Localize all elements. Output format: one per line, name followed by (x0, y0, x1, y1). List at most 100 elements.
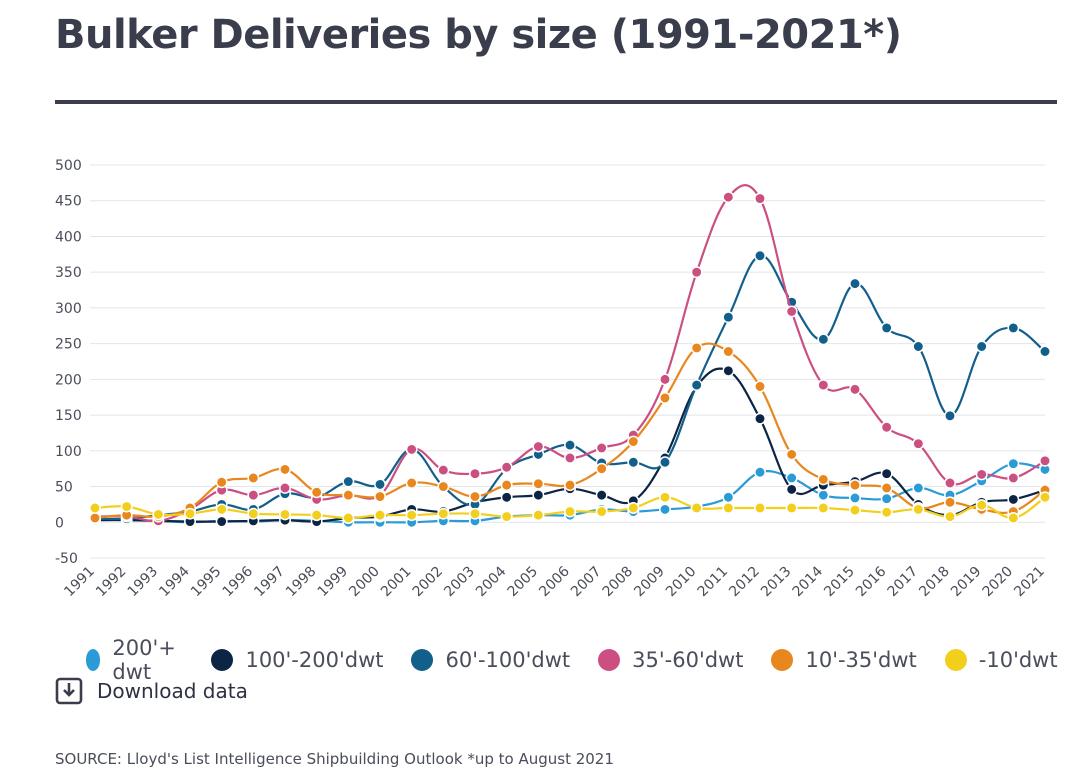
data-point (754, 192, 766, 205)
x-tick-label: 2012 (726, 564, 763, 601)
legend-swatch (86, 649, 101, 671)
series-10-35-dwt (89, 341, 1051, 524)
data-point (722, 311, 735, 324)
data-point (722, 364, 735, 377)
data-point (342, 489, 355, 502)
data-point (405, 477, 418, 489)
chart-title: Bulker Deliveries by size (1991-2021*) (55, 12, 902, 58)
x-tick-label: 1993 (125, 564, 162, 601)
x-tick-label: 2015 (821, 564, 858, 601)
series-35-60-dwt (89, 184, 1051, 527)
data-point (659, 373, 671, 386)
data-point (817, 502, 830, 514)
x-tick-label: 2002 (410, 564, 447, 601)
data-point (437, 480, 450, 493)
data-point (310, 509, 323, 522)
x-tick-label: 1998 (283, 564, 320, 601)
download-data-button[interactable]: Download data (55, 677, 248, 705)
data-point (215, 503, 228, 516)
x-tick-label: 1994 (156, 563, 193, 600)
data-point (279, 508, 291, 521)
x-tick-label: 2007 (568, 564, 605, 601)
data-point (722, 491, 735, 504)
data-point (437, 507, 450, 520)
data-point (342, 475, 355, 488)
legend-label: 100'-200'dwt (245, 648, 384, 672)
data-point (437, 464, 450, 477)
data-point (690, 266, 703, 279)
x-tick-label: 1995 (188, 564, 225, 601)
data-point (500, 491, 513, 504)
x-tick-label: 2020 (980, 564, 1017, 601)
data-point (912, 503, 925, 516)
y-tick-label: 250 (55, 337, 82, 353)
data-point (310, 486, 323, 499)
data-point (722, 345, 735, 358)
data-point (627, 502, 640, 514)
data-point (374, 478, 386, 491)
data-point (880, 467, 893, 480)
x-tick-label: 2003 (441, 564, 478, 601)
x-tick-label: 2021 (1011, 564, 1048, 601)
x-tick-label: 1997 (251, 564, 288, 601)
data-point (880, 492, 893, 505)
legend-item: -10'dwt (944, 648, 1058, 672)
data-point (690, 341, 703, 354)
y-tick-label: 100 (55, 444, 82, 460)
data-point (1039, 454, 1051, 467)
legend-swatch (944, 649, 967, 671)
data-point (659, 491, 671, 504)
data-point (469, 507, 481, 520)
data-point (564, 479, 576, 492)
data-point (342, 512, 355, 524)
data-point (754, 380, 766, 393)
data-point (532, 477, 545, 490)
legend-item: 10'-35'dwt (771, 648, 917, 672)
x-tick-label: 2014 (790, 563, 827, 600)
data-point (532, 489, 545, 502)
data-point (595, 442, 608, 454)
data-point (817, 489, 830, 502)
series-line (94, 184, 1046, 523)
data-point (215, 476, 228, 489)
data-point (469, 467, 481, 480)
data-point (659, 503, 671, 516)
line-chart: 500450400350300250200150100500-501991199… (55, 158, 1051, 601)
data-point (405, 509, 418, 522)
data-point (754, 249, 766, 262)
data-point (722, 502, 735, 514)
y-tick-label: 200 (55, 372, 82, 388)
legend-label: 60'-100'dwt (445, 648, 571, 672)
x-tick-label: 2010 (663, 564, 700, 601)
data-point (627, 456, 640, 469)
legend-swatch (411, 649, 434, 671)
data-point (912, 437, 925, 450)
x-tick-label: 2001 (378, 564, 415, 601)
data-point (849, 277, 861, 290)
x-tick-label: 2009 (631, 564, 668, 601)
x-tick-label: 2013 (758, 564, 795, 601)
data-point (975, 340, 988, 353)
legend-item: 100'-200'dwt (211, 648, 383, 672)
data-point (247, 472, 260, 484)
x-tick-label: 2004 (473, 563, 510, 600)
y-tick-label: 450 (55, 194, 82, 210)
data-point (89, 512, 101, 524)
data-point (564, 505, 576, 518)
x-tick-label: 2000 (346, 564, 383, 601)
y-tick-label: 150 (55, 408, 82, 424)
data-point (817, 473, 830, 486)
data-point (817, 333, 830, 346)
data-point (152, 508, 165, 521)
chart-legend: 200'+ dwt 100'-200'dwt 60'-100'dwt 35'-60'd… (86, 636, 1080, 684)
y-tick-label: 400 (55, 229, 82, 245)
data-point (975, 468, 988, 481)
data-point (785, 472, 798, 484)
legend-item: 200'+ dwt (86, 636, 183, 684)
data-point (1007, 512, 1020, 524)
data-point (374, 490, 386, 503)
data-point (849, 492, 861, 504)
data-point (532, 440, 545, 453)
title-divider (55, 100, 1057, 104)
data-point (1039, 491, 1051, 504)
